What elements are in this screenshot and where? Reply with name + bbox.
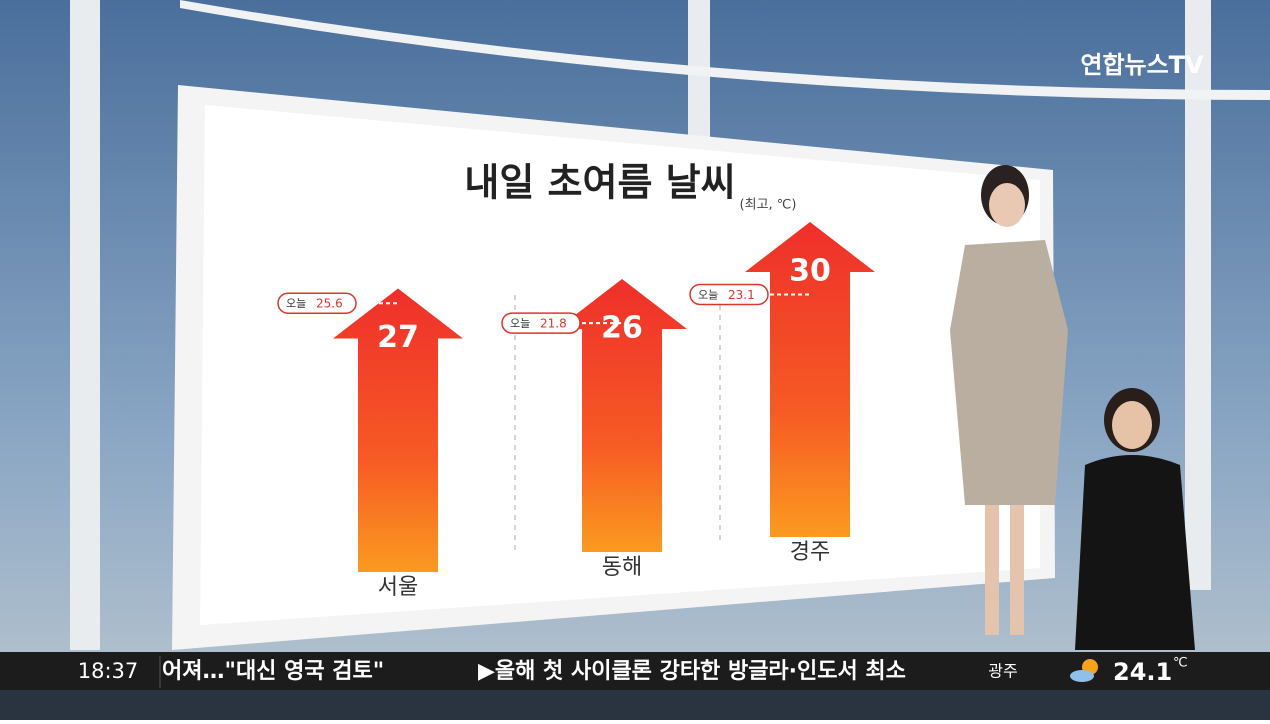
value-label: 30 (789, 254, 831, 289)
category-label: 경주 (790, 540, 830, 565)
chart: 27 서울 오늘 25.6 26 동해 오늘 21.8 30 경주 오늘 23.1 (277, 222, 875, 600)
weather-city: 광주 (988, 662, 1017, 681)
today-pill (501, 312, 581, 334)
today-pill (277, 292, 357, 314)
logo: 연합뉴스TV (1080, 51, 1204, 79)
weather-temp: 24.1 (1113, 658, 1172, 686)
today-value: 21.8 (540, 317, 567, 331)
presenter (950, 165, 1068, 635)
today-value: 25.6 (316, 297, 343, 311)
today-value: 23.1 (728, 288, 755, 302)
chart-subtitle: (최고, ℃) (740, 198, 797, 213)
arrow (333, 288, 463, 572)
category-label: 동해 (602, 555, 642, 580)
today-pill (689, 283, 769, 306)
pillar (1185, 0, 1211, 590)
arrow (557, 279, 687, 552)
ticker-bar (0, 652, 1270, 690)
today-label: 오늘 (286, 297, 306, 310)
clock: 18:37 (78, 659, 139, 683)
value-label: 26 (601, 311, 643, 346)
category-label: 서울 (378, 575, 418, 600)
sign-interpreter (1075, 388, 1195, 650)
pillar (70, 0, 100, 650)
value-label: 27 (377, 320, 419, 355)
weather-icon (1070, 670, 1094, 682)
ticker-text: ▶올해 첫 사이클론 강타한 방글라·인도서 최소 (478, 659, 906, 684)
ticker-text: 어져…"대신 영국 검토" (162, 659, 384, 684)
ticker-clip: 어져…"대신 영국 검토" ▶올해 첫 사이클론 강타한 방글라·인도서 최소 (162, 659, 906, 684)
bottom-bar (0, 690, 1270, 720)
today-label: 오늘 (698, 288, 718, 301)
today-label: 오늘 (510, 317, 530, 330)
weather-unit: ℃ (1173, 656, 1188, 671)
arrow (745, 222, 875, 537)
ring (180, 0, 1270, 100)
chart-title: 내일 초여름 날씨 (464, 161, 735, 205)
